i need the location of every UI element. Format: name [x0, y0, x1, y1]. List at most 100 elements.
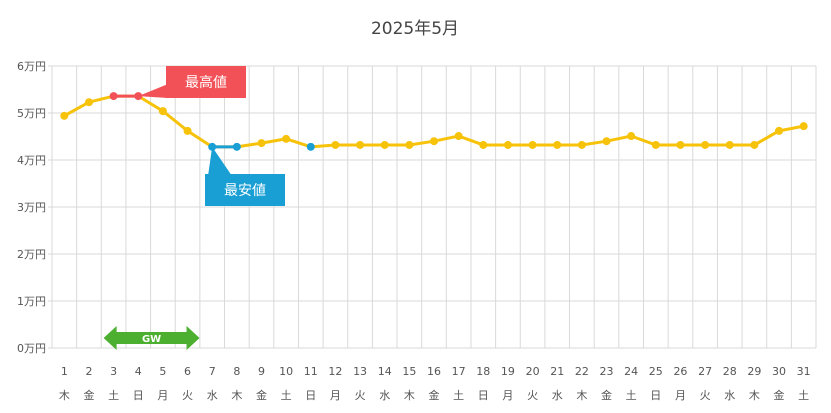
weekday-label: 金 — [601, 388, 612, 402]
y-tick-label: 3万円 — [17, 201, 46, 214]
data-point — [799, 122, 808, 131]
weekday-label: 木 — [749, 389, 760, 402]
weekday-label: 日 — [478, 389, 489, 402]
data-point — [405, 140, 414, 149]
weekday-label: 火 — [527, 389, 538, 402]
x-tick-label: 9 — [258, 365, 265, 378]
x-tick-label: 13 — [353, 365, 367, 378]
x-tick-label: 26 — [673, 365, 687, 378]
max-label: 最高値 — [185, 74, 227, 91]
x-tick-label: 1 — [61, 365, 68, 378]
x-tick-label: 2 — [85, 365, 92, 378]
data-point — [331, 140, 340, 149]
data-point — [158, 107, 167, 116]
data-point — [553, 140, 562, 149]
weekday-label: 水 — [552, 389, 563, 402]
weekday-label: 金 — [83, 388, 94, 402]
weekday-label: 金 — [774, 388, 785, 402]
weekday-label: 月 — [157, 389, 168, 402]
data-point — [528, 140, 537, 149]
x-tick-label: 6 — [184, 365, 191, 378]
x-tick-label: 10 — [279, 365, 293, 378]
weekday-label: 土 — [798, 389, 809, 402]
y-tick-label: 4万円 — [17, 154, 46, 167]
x-tick-label: 23 — [600, 365, 614, 378]
weekday-label: 木 — [576, 389, 587, 402]
chart-title: 2025年5月 — [371, 19, 459, 39]
data-point — [183, 126, 192, 135]
data-point — [232, 142, 241, 151]
y-tick-label: 2万円 — [17, 248, 46, 261]
data-point — [430, 137, 438, 146]
x-tick-label: 4 — [135, 365, 142, 378]
x-tick-label: 22 — [575, 365, 589, 378]
data-point — [356, 140, 365, 149]
data-point — [109, 92, 118, 101]
weekday-label: 月 — [502, 389, 513, 402]
weekday-label: 水 — [724, 389, 735, 402]
weekday-label: 土 — [453, 389, 464, 402]
x-tick-label: 14 — [378, 365, 392, 378]
data-point — [725, 140, 734, 149]
min-callout — [205, 174, 285, 206]
y-tick-label: 6万円 — [17, 60, 46, 73]
y-tick-label: 0万円 — [17, 342, 46, 355]
data-point — [651, 140, 660, 149]
weekday-label: 土 — [108, 389, 119, 402]
weekday-label: 木 — [404, 389, 415, 402]
weekday-label: 土 — [281, 389, 292, 402]
data-point — [627, 132, 636, 141]
weekday-label: 土 — [626, 389, 637, 402]
weekday-label: 火 — [182, 389, 193, 402]
data-point — [257, 139, 266, 148]
max-callout-pointer — [138, 84, 168, 98]
data-point — [84, 98, 93, 107]
weekday-label: 日 — [133, 389, 144, 402]
weekday-label: 月 — [330, 389, 341, 402]
data-point — [380, 140, 389, 149]
x-tick-label: 5 — [159, 365, 166, 378]
x-tick-label: 17 — [452, 365, 466, 378]
data-point — [60, 111, 69, 120]
weekday-label: 木 — [59, 389, 70, 402]
x-tick-label: 8 — [233, 365, 240, 378]
data-point — [282, 134, 291, 143]
data-point — [454, 132, 463, 141]
x-tick-label: 3 — [110, 365, 117, 378]
x-tick-label: 24 — [624, 365, 638, 378]
data-point — [577, 140, 586, 149]
weekday-label: 火 — [700, 389, 711, 402]
x-tick-label: 29 — [747, 365, 761, 378]
x-tick-label: 21 — [550, 365, 564, 378]
weekday-label: 金 — [429, 388, 440, 402]
gw-arrow — [103, 326, 200, 350]
weekday-label: 水 — [379, 389, 390, 402]
x-tick-label: 16 — [427, 365, 441, 378]
x-tick-label: 31 — [797, 365, 811, 378]
weekday-label: 日 — [305, 389, 316, 402]
data-point — [503, 140, 512, 149]
x-tick-label: 12 — [328, 365, 342, 378]
x-tick-label: 20 — [526, 365, 540, 378]
x-tick-label: 27 — [698, 365, 712, 378]
data-point — [602, 137, 611, 146]
weekday-label: 水 — [207, 389, 218, 402]
gw-label: GW — [142, 334, 161, 345]
data-point — [701, 140, 710, 149]
x-tick-label: 15 — [402, 365, 416, 378]
weekday-label: 日 — [650, 389, 661, 402]
min-label: 最安値 — [224, 183, 266, 199]
x-tick-label: 28 — [723, 365, 737, 378]
x-tick-label: 11 — [304, 365, 318, 378]
x-tick-label: 30 — [772, 365, 786, 378]
data-point — [306, 142, 315, 151]
data-point — [479, 140, 488, 149]
x-tick-label: 7 — [209, 365, 216, 378]
weekday-label: 木 — [231, 389, 242, 402]
max-callout — [166, 66, 246, 98]
x-tick-label: 19 — [501, 365, 515, 378]
x-tick-label: 18 — [476, 365, 490, 378]
weekday-label: 火 — [355, 389, 366, 402]
data-point — [775, 126, 784, 135]
